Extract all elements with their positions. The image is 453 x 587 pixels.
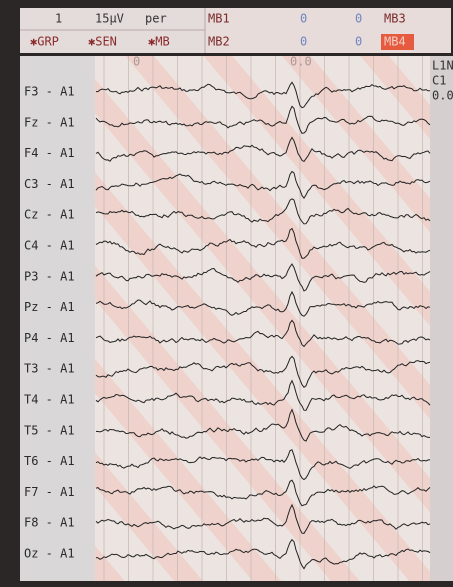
channel-label: C4 - A1 xyxy=(24,239,75,253)
per: per xyxy=(145,12,167,26)
channel-label: T4 - A1 xyxy=(24,393,75,407)
trace-top-text: 0 xyxy=(133,55,140,69)
marker-name: MB1 xyxy=(208,12,230,26)
marker-value: 0 xyxy=(355,35,362,49)
channel-label: F8 - A1 xyxy=(24,516,75,530)
marker-name: MB2 xyxy=(208,35,230,49)
side-panel xyxy=(430,56,453,581)
eeg-screen: 1 15µV per ✱GRP ✱SEN ✱MB MB1 0 0 MB2 0 0 MB3 MB4 L1… xyxy=(0,0,453,587)
gain: 1 xyxy=(55,12,62,26)
marker-value: 0 xyxy=(355,12,362,26)
scale: 15µV xyxy=(95,12,124,26)
header-button: ✱GRP xyxy=(30,35,59,49)
channel-label: Oz - A1 xyxy=(24,547,75,561)
channel-label: C3 - A1 xyxy=(24,177,75,191)
channel-label: T3 - A1 xyxy=(24,362,75,376)
channel-label: F7 - A1 xyxy=(24,485,75,499)
side-text: L1N xyxy=(432,59,453,73)
channel-label: Fz - A1 xyxy=(24,115,75,129)
header-right xyxy=(205,8,451,53)
channel-label: F3 - A1 xyxy=(24,85,75,99)
channel-label: P4 - A1 xyxy=(24,331,75,345)
channel-label: Cz - A1 xyxy=(24,208,75,222)
marker-name: MB4 xyxy=(384,35,406,49)
channel-label: T5 - A1 xyxy=(24,423,75,437)
header-button: ✱SEN xyxy=(88,35,117,49)
marker-value: 0 xyxy=(300,12,307,26)
channel-label: T6 - A1 xyxy=(24,454,75,468)
label-column xyxy=(20,56,95,581)
marker-value: 0 xyxy=(300,35,307,49)
channel-label: Pz - A1 xyxy=(24,300,75,314)
trace-top-text: 0.0 xyxy=(290,55,312,69)
trace-area xyxy=(95,56,430,581)
header-button: ✱MB xyxy=(148,35,170,49)
marker-name: MB3 xyxy=(384,12,406,26)
side-text: 0.0 xyxy=(432,89,453,103)
channel-label: F4 - A1 xyxy=(24,146,75,160)
channel-label: P3 - A1 xyxy=(24,269,75,283)
side-text: C1 xyxy=(432,74,446,88)
